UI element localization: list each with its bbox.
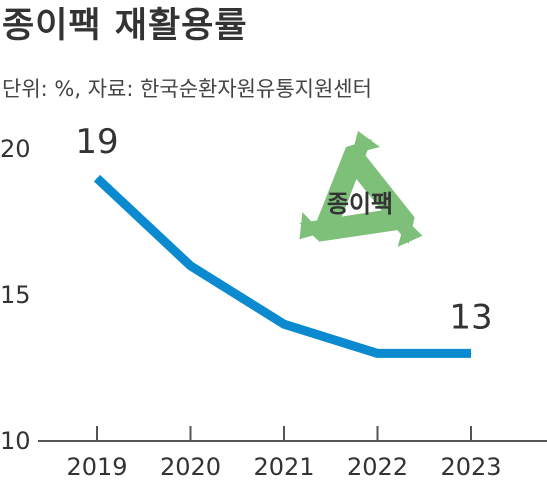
x-tick-label: 2021 [253, 453, 314, 481]
y-tick-labels: 10 15 20 [0, 135, 31, 455]
recycle-arrowhead-3 [299, 212, 323, 240]
y-tick-label: 20 [0, 135, 31, 163]
recycle-arrow-3 [299, 207, 406, 242]
badge-label: 종이팩 [327, 190, 393, 218]
x-tick-label: 2023 [440, 453, 501, 481]
x-tick-label: 2020 [160, 453, 221, 481]
recycle-arrowhead-1 [352, 131, 380, 154]
data-label: 13 [449, 297, 492, 337]
recycle-icon [299, 131, 423, 247]
x-tick-label: 2022 [347, 453, 408, 481]
data-point [283, 323, 285, 325]
x-tick-labels: 2019 2020 2021 2022 2023 [66, 453, 501, 481]
data-points [96, 177, 472, 354]
y-tick-label: 10 [0, 427, 31, 455]
data-point [96, 177, 98, 179]
data-point [377, 352, 378, 354]
x-tick-label: 2019 [66, 453, 127, 481]
x-axis [38, 426, 547, 442]
data-point [190, 265, 191, 267]
y-tick-label: 15 [0, 281, 31, 309]
recycle-badge: 종이팩 [299, 131, 423, 247]
data-label: 19 [75, 122, 118, 162]
series-line [93, 174, 471, 358]
chart-title: 종이팩 재활용률 [2, 6, 248, 46]
data-point [470, 352, 472, 354]
chart-subtitle: 단위: %, 자료: 한국순환자원유통지원센터 [2, 77, 372, 101]
